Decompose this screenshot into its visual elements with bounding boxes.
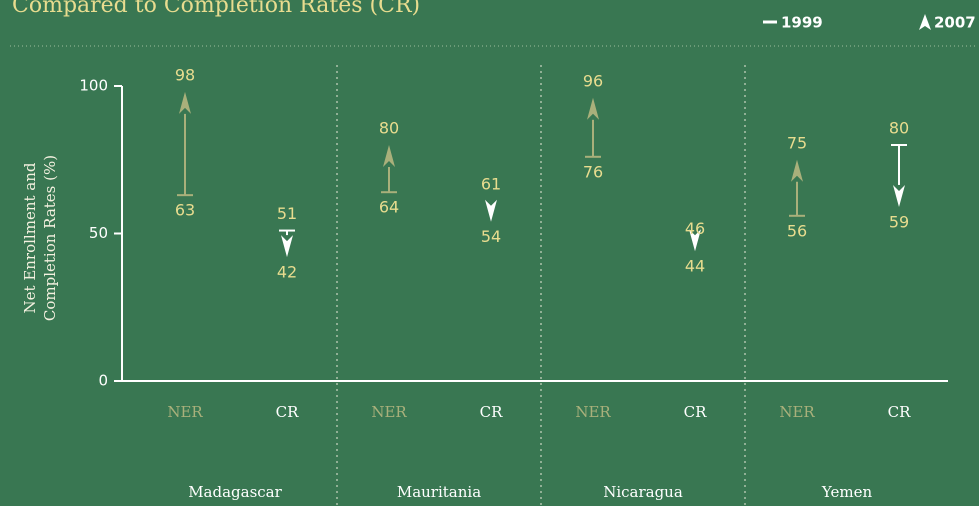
arrow-head: [485, 199, 497, 222]
y-axis-label: Net Enrollment and Completion Rates (%): [21, 154, 59, 322]
chart-title: Compared to Completion Rates (CR): [12, 0, 420, 18]
y-tick-label: 0: [98, 372, 108, 390]
value-label: 76: [583, 162, 603, 181]
x-tick-label: CR: [888, 403, 911, 421]
x-tick-label: NER: [779, 403, 815, 421]
value-label: 51: [277, 204, 297, 223]
value-label: 42: [277, 263, 297, 282]
legend-swatch: [919, 14, 931, 30]
x-tick-label: CR: [276, 403, 299, 421]
value-label: 80: [889, 119, 909, 138]
group-label: Yemen: [821, 483, 873, 501]
arrow-head: [383, 145, 395, 167]
value-label: 56: [787, 221, 807, 240]
y-tick-label: 50: [89, 224, 108, 242]
group-label: Nicaragua: [603, 483, 683, 501]
value-label: 61: [481, 175, 501, 194]
x-tick-label: NER: [167, 403, 203, 421]
arrow-head: [179, 91, 191, 114]
arrow-head: [689, 229, 701, 252]
value-label: 96: [583, 71, 603, 90]
y-tick-label: 100: [79, 77, 108, 95]
arrow-head: [281, 235, 293, 258]
group-label: Mauritania: [397, 483, 481, 501]
x-tick-label: CR: [684, 403, 707, 421]
arrow-head: [791, 159, 803, 182]
value-label: 59: [889, 212, 909, 231]
x-tick-label: NER: [575, 403, 611, 421]
value-label: 75: [787, 133, 807, 152]
legend-label: 1999: [781, 14, 823, 32]
value-label: 46: [685, 219, 705, 238]
group-label: Madagascar: [188, 483, 282, 501]
value-label: 64: [379, 198, 399, 217]
x-tick-label: NER: [371, 403, 407, 421]
value-label: 44: [685, 257, 705, 276]
value-label: 63: [175, 201, 195, 220]
value-label: 54: [481, 227, 501, 246]
value-label: 98: [175, 65, 195, 84]
x-tick-label: CR: [480, 403, 503, 421]
arrow-head: [893, 184, 905, 207]
arrow-head: [587, 97, 599, 120]
value-label: 80: [379, 119, 399, 138]
legend-label: 2007: [934, 14, 976, 32]
